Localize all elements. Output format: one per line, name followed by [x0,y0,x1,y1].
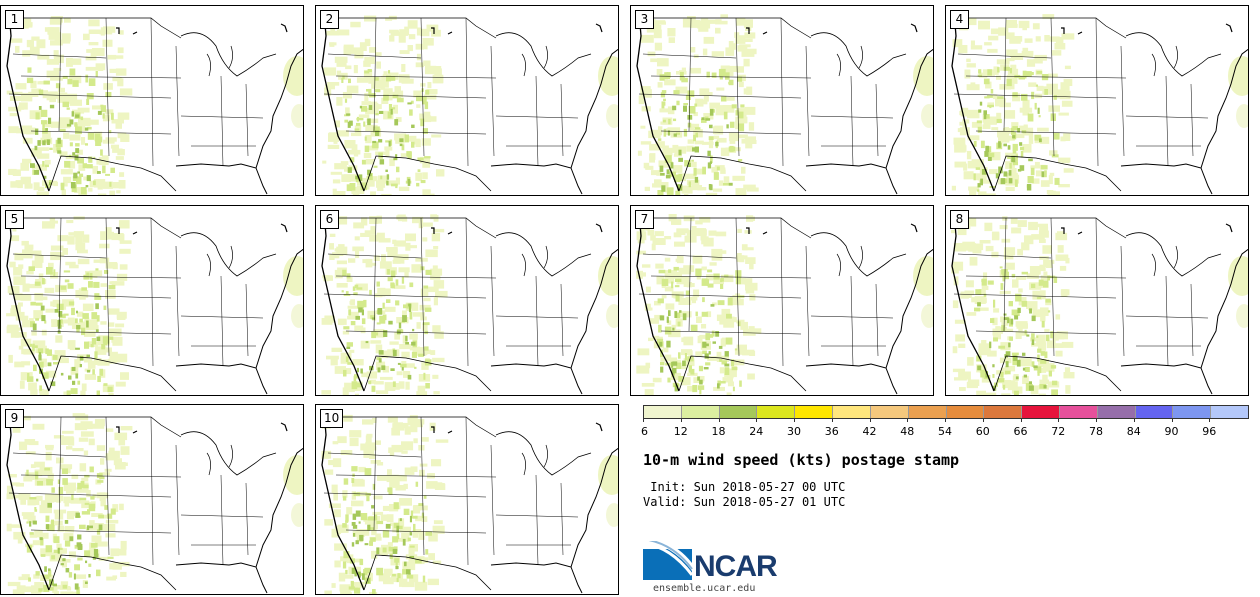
member-label: 4 [950,10,969,29]
colorbar-tick-label: 18 [711,425,726,438]
member-label: 7 [635,210,654,229]
colorbar-tick-label: 6 [641,425,648,438]
member-stamp-4[interactable]: 4 [945,5,1249,196]
colorbar-tick [945,418,946,422]
wind-speed-map [951,210,1248,395]
colorbar-tick [718,418,720,422]
colorbar-ticks: 6 12 18 24 30 36 42 48 54 60 66 72 78 84 90 96 [641,418,1247,438]
colorbar-tick [1171,418,1173,422]
colorbar-tick [756,418,758,422]
colorbar-tick-label: 24 [749,425,764,438]
colorbar-segment [719,406,758,418]
colorbar-tick [869,418,871,422]
member-label: 9 [5,409,24,428]
colorbar-segment [908,406,947,418]
colorbar-tick-label: 96 [1202,425,1217,438]
colorbar-tick-label: 48 [900,425,915,438]
colorbar-tick [1209,418,1211,422]
colorbar-tick-label: 72 [1051,425,1066,438]
colorbar-tick-label: 36 [824,425,839,438]
colorbar-tick-label: 42 [862,425,877,438]
product-title: 10-m wind speed (kts) postage stamp [643,451,960,469]
colorbar-segment [984,406,1023,418]
colorbar-segment [946,406,985,418]
colorbar-segment [681,406,720,418]
colorbar-tick-label: 12 [673,425,688,438]
member-label: 2 [320,10,339,29]
colorbar-segment [1173,406,1212,418]
member-stamp-2[interactable]: 2 [315,5,619,196]
colorbar-segment [795,406,834,418]
colorbar-tick [1020,418,1022,422]
wind-speed-map [636,210,933,395]
colorbar [643,405,1249,419]
member-stamp-6[interactable]: 6 [315,205,619,396]
wind-speed-map [6,409,303,594]
member-stamp-3[interactable]: 3 [630,5,934,196]
colorbar-tick-label: 90 [1164,425,1179,438]
wind-speed-map [321,10,618,195]
colorbar-segment [1097,406,1136,418]
colorbar-tick [794,418,795,422]
colorbar-segment [1059,406,1098,418]
colorbar-segment [833,406,871,418]
colorbar-tick-label: 78 [1089,425,1103,438]
member-stamp-7[interactable]: 7 [630,205,934,396]
colorbar-tick [1133,418,1135,422]
member-stamp-1[interactable]: 1 [0,5,304,196]
colorbar-tick [831,418,833,422]
colorbar-tick [1096,418,1097,422]
wind-speed-map [321,210,618,395]
wind-speed-map [321,409,618,594]
wind-speed-map [6,10,303,195]
colorbar-tick-label: 84 [1126,425,1141,438]
colorbar-segment [870,406,909,418]
colorbar-segment [757,406,796,418]
wind-speed-map [636,10,933,195]
wind-speed-map [6,210,303,395]
ncar-logo-text: NCAR [694,550,778,583]
member-label: 5 [5,210,24,229]
member-stamp-5[interactable]: 5 [0,205,304,396]
colorbar-tick [1058,418,1060,422]
colorbar-segment [1022,406,1060,418]
colorbar-segment [644,406,682,418]
member-stamp-9[interactable]: 9 [0,404,304,595]
colorbar-segment [1211,406,1248,418]
colorbar-tick-label: 54 [938,425,952,438]
member-stamp-8[interactable]: 8 [945,205,1249,396]
wind-speed-map [951,10,1248,195]
init-time: Init: Sun 2018-05-27 00 UTC [643,480,846,494]
colorbar-tick-label: 60 [975,425,990,438]
member-label: 10 [320,409,344,428]
colorbar-tick [680,418,682,422]
colorbar-tick-label: 30 [787,425,801,438]
colorbar-tick [982,418,984,422]
site-url: ensemble.ucar.edu [653,583,756,594]
colorbar-tick [907,418,909,422]
member-label: 6 [320,210,339,229]
member-label: 3 [635,10,654,29]
colorbar-segment [1135,406,1174,418]
colorbar-tick-label: 66 [1013,425,1028,438]
member-stamp-10[interactable]: 10 [315,404,619,595]
member-label: 1 [5,10,24,29]
ncar-logo-icon [643,541,693,580]
valid-time: Valid: Sun 2018-05-27 01 UTC [643,495,846,509]
colorbar-tick [643,418,644,422]
member-label: 8 [950,210,969,229]
